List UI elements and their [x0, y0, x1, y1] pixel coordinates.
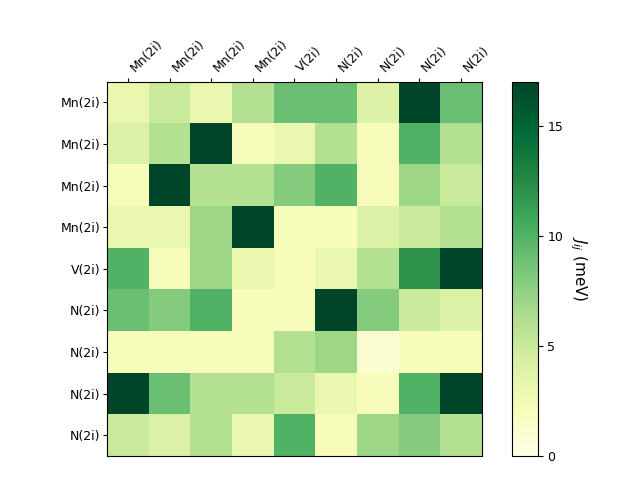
Y-axis label: $J_{ij}$ (meV): $J_{ij}$ (meV) [568, 236, 588, 301]
